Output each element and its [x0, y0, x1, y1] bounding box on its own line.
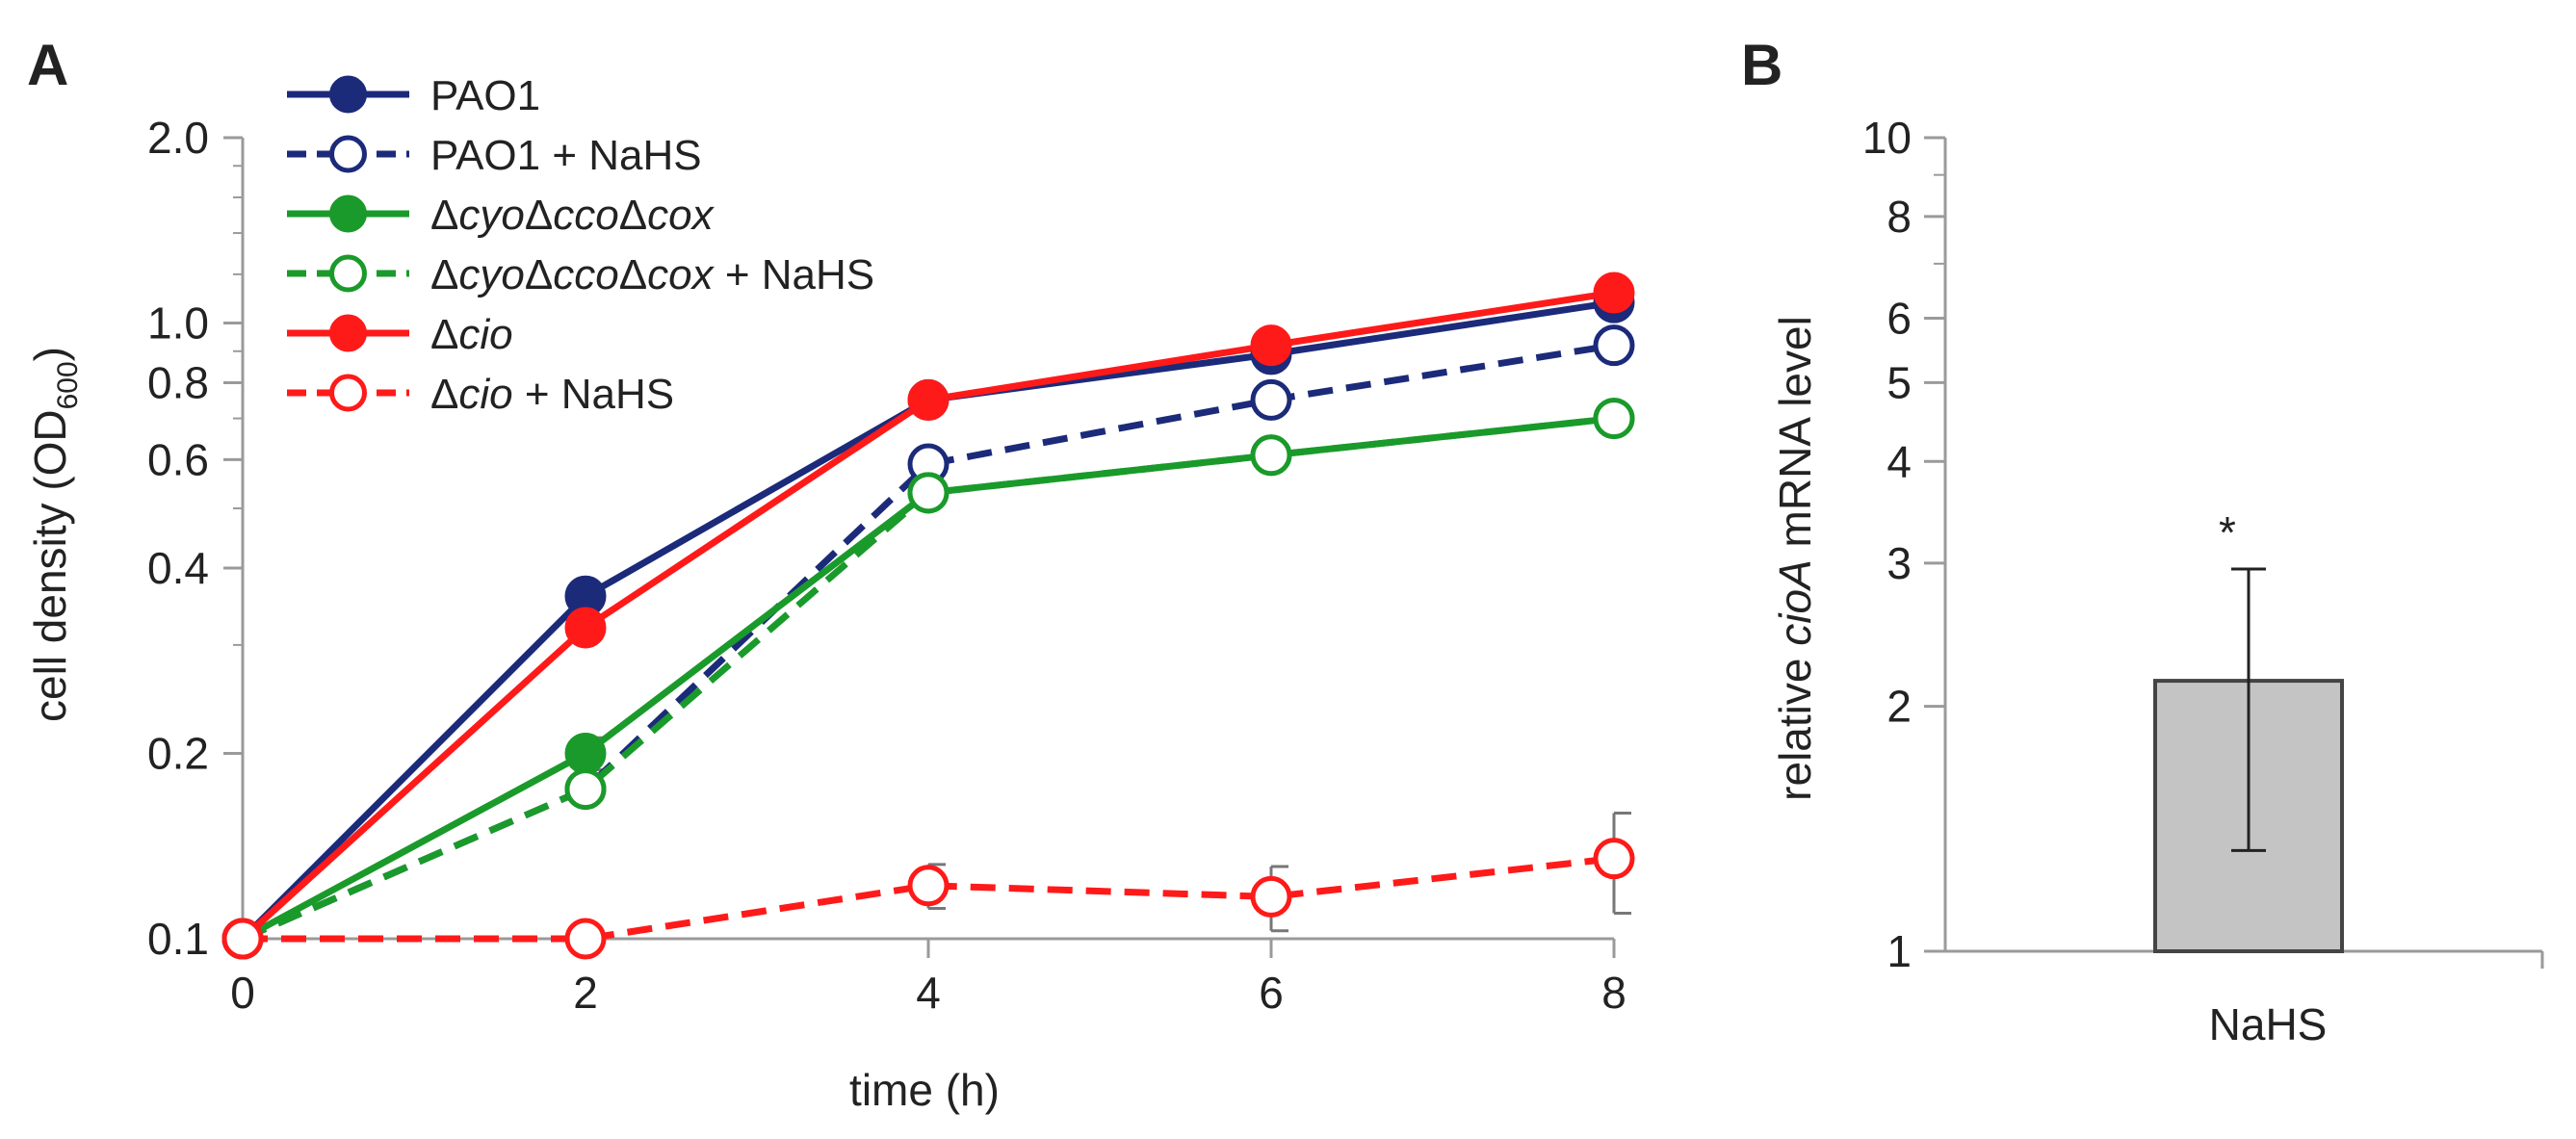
legend-marker-swatch [329, 135, 367, 173]
growth-chart-data-point [1250, 378, 1292, 421]
legend-entry-label: PAO1 [430, 72, 540, 119]
growth-chart-data-point [1593, 398, 1635, 440]
mrna-chart-y-tick-label: 10 [1862, 113, 1912, 163]
growth-chart-error-bars [584, 736, 1631, 933]
mrna-chart-y-tick-label: 4 [1886, 436, 1912, 486]
panel-a-label: A [27, 33, 68, 97]
mrna-chart-y-tick-label: 1 [1886, 926, 1912, 976]
growth-chart-x-tick-label: 4 [916, 968, 941, 1018]
legend-marker-swatch [329, 314, 367, 352]
growth-chart-legend: PAO1 PAO1 + NaHS ΔcyoΔccoΔcox ΔcyoΔccoΔcox … [287, 72, 874, 418]
growth-chart-data-point [907, 378, 950, 421]
growth-chart-data-point [1250, 434, 1292, 477]
panel-b-label: B [1741, 33, 1782, 97]
cioa-mrna-chart: 1 2 3 4 5 6 8 10 * relative cioA mRNA level NaH… [1770, 113, 2544, 1049]
growth-chart-y-tick-label: 2.0 [147, 113, 209, 163]
growth-chart-data-point [1593, 838, 1635, 880]
mrna-chart-y-tick-label: 3 [1886, 538, 1912, 588]
growth-chart-x-tick-label: 8 [1601, 968, 1626, 1018]
mrna-chart-significance-marker: * [2219, 507, 2236, 557]
growth-chart-data-point [907, 472, 950, 514]
growth-chart-y-tick-label: 0.2 [147, 728, 209, 778]
legend-entry-label: Δcio [430, 311, 513, 358]
growth-chart-data-point [564, 918, 607, 960]
growth-chart-data-point [221, 918, 264, 960]
growth-chart-series-line [241, 342, 1615, 943]
growth-chart-x-ticks: 0 2 4 6 8 [230, 939, 1626, 1018]
growth-chart-data-point [907, 865, 950, 907]
mrna-chart-bars: * [2153, 507, 2344, 953]
growth-chart-data-point [564, 768, 607, 811]
mrna-chart-y-tick-label: 2 [1886, 682, 1912, 732]
legend-entry-label: PAO1 + NaHS [430, 132, 702, 179]
mrna-chart-x-tick-label: NaHS [2209, 999, 2328, 1049]
legend-entry-label: ΔcyoΔccoΔcox + NaHS [430, 251, 874, 298]
growth-chart-series [221, 272, 1635, 960]
legend-marker-swatch [329, 194, 367, 233]
growth-chart-y-axis-label: cell density (OD600) [25, 347, 84, 722]
mrna-chart-y-axis-label: relative cioA mRNA level [1770, 316, 1820, 801]
growth-chart-y-ticks: 0.1 0.2 0.4 0.6 0.8 1.0 2.0 [147, 113, 243, 964]
growth-chart-y-tick-label: 1.0 [147, 298, 209, 349]
mrna-chart-y-ticks: 1 2 3 4 5 6 8 10 [1862, 113, 1945, 976]
growth-chart-x-axis-label: time (h) [849, 1065, 1000, 1115]
growth-chart-data-point [1593, 324, 1635, 367]
legend-marker-swatch [329, 374, 367, 412]
growth-chart-y-tick-label: 0.8 [147, 357, 209, 407]
mrna-chart-y-tick-label: 6 [1886, 293, 1912, 343]
legend-marker-swatch [329, 75, 367, 114]
growth-chart-data-point [1250, 324, 1292, 367]
growth-curve-chart: 0.1 0.2 0.4 0.6 0.8 1.0 2.0 0 2 4 6 8 cell density… [25, 72, 1635, 1115]
growth-chart-x-tick-label: 6 [1259, 968, 1284, 1018]
mrna-chart-y-tick-label: 5 [1886, 357, 1912, 407]
legend-entry-label: ΔcyoΔccoΔcox [430, 192, 716, 239]
growth-chart-x-tick-label: 0 [230, 968, 255, 1018]
growth-chart-data-point [564, 732, 607, 774]
growth-chart-data-point [1593, 272, 1635, 314]
growth-chart-data-point [1250, 875, 1292, 918]
growth-chart-x-tick-label: 2 [573, 968, 598, 1018]
legend-marker-swatch [329, 254, 367, 293]
growth-chart-y-tick-label: 0.1 [147, 914, 209, 964]
mrna-chart-y-tick-label: 8 [1886, 192, 1912, 242]
growth-chart-y-tick-label: 0.4 [147, 543, 209, 593]
legend-entry-label: Δcio + NaHS [430, 371, 674, 418]
growth-chart-data-point [564, 607, 607, 649]
growth-chart-y-tick-label: 0.6 [147, 434, 209, 484]
